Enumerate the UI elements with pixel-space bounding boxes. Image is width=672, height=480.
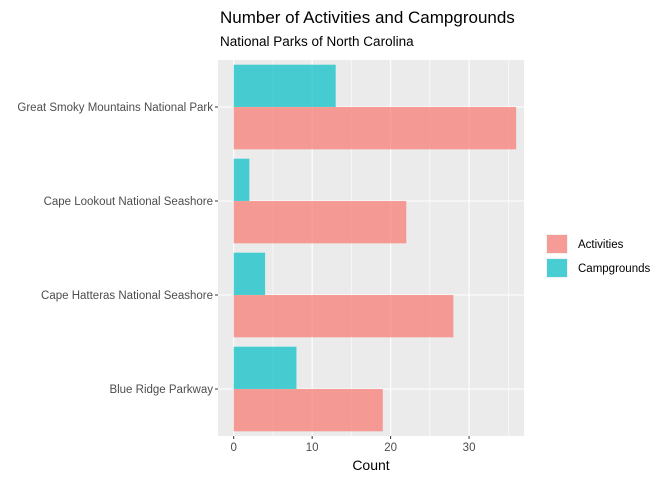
bar-activities bbox=[233, 389, 383, 432]
bar-activities bbox=[233, 201, 407, 244]
bar-campgrounds bbox=[233, 252, 266, 295]
x-axis-label: Count bbox=[352, 457, 389, 473]
bars-layer bbox=[233, 64, 517, 432]
bar-campgrounds bbox=[233, 346, 297, 389]
y-tick-label: Great Smoky Mountains National Park bbox=[17, 102, 213, 114]
legend-key-campgrounds bbox=[547, 259, 567, 277]
legend-label-activities: Activities bbox=[578, 239, 624, 251]
chart-title: Number of Activities and Campgrounds bbox=[220, 8, 515, 27]
bar-activities bbox=[233, 107, 517, 150]
y-tick-label: Cape Lookout National Seashore bbox=[44, 196, 213, 208]
legend-label-campgrounds: Campgrounds bbox=[578, 263, 650, 275]
legend-key-activities bbox=[547, 235, 567, 253]
bar-activities bbox=[233, 295, 454, 338]
x-axis: 0 10 20 30 bbox=[230, 436, 475, 454]
y-axis: Great Smoky Mountains National Park Cape … bbox=[17, 102, 218, 396]
legend: Activities Campgrounds bbox=[546, 234, 650, 278]
y-tick-label: Cape Hatteras National Seashore bbox=[41, 290, 213, 302]
x-tick-label: 0 bbox=[230, 442, 236, 454]
chart-subtitle: National Parks of North Carolina bbox=[220, 34, 414, 49]
x-tick-label: 20 bbox=[384, 442, 397, 454]
x-tick-label: 30 bbox=[463, 442, 476, 454]
x-tick-label: 10 bbox=[306, 442, 319, 454]
bar-campgrounds bbox=[233, 64, 336, 107]
y-tick-label: Blue Ridge Parkway bbox=[109, 384, 213, 396]
bar-campgrounds bbox=[233, 158, 250, 201]
